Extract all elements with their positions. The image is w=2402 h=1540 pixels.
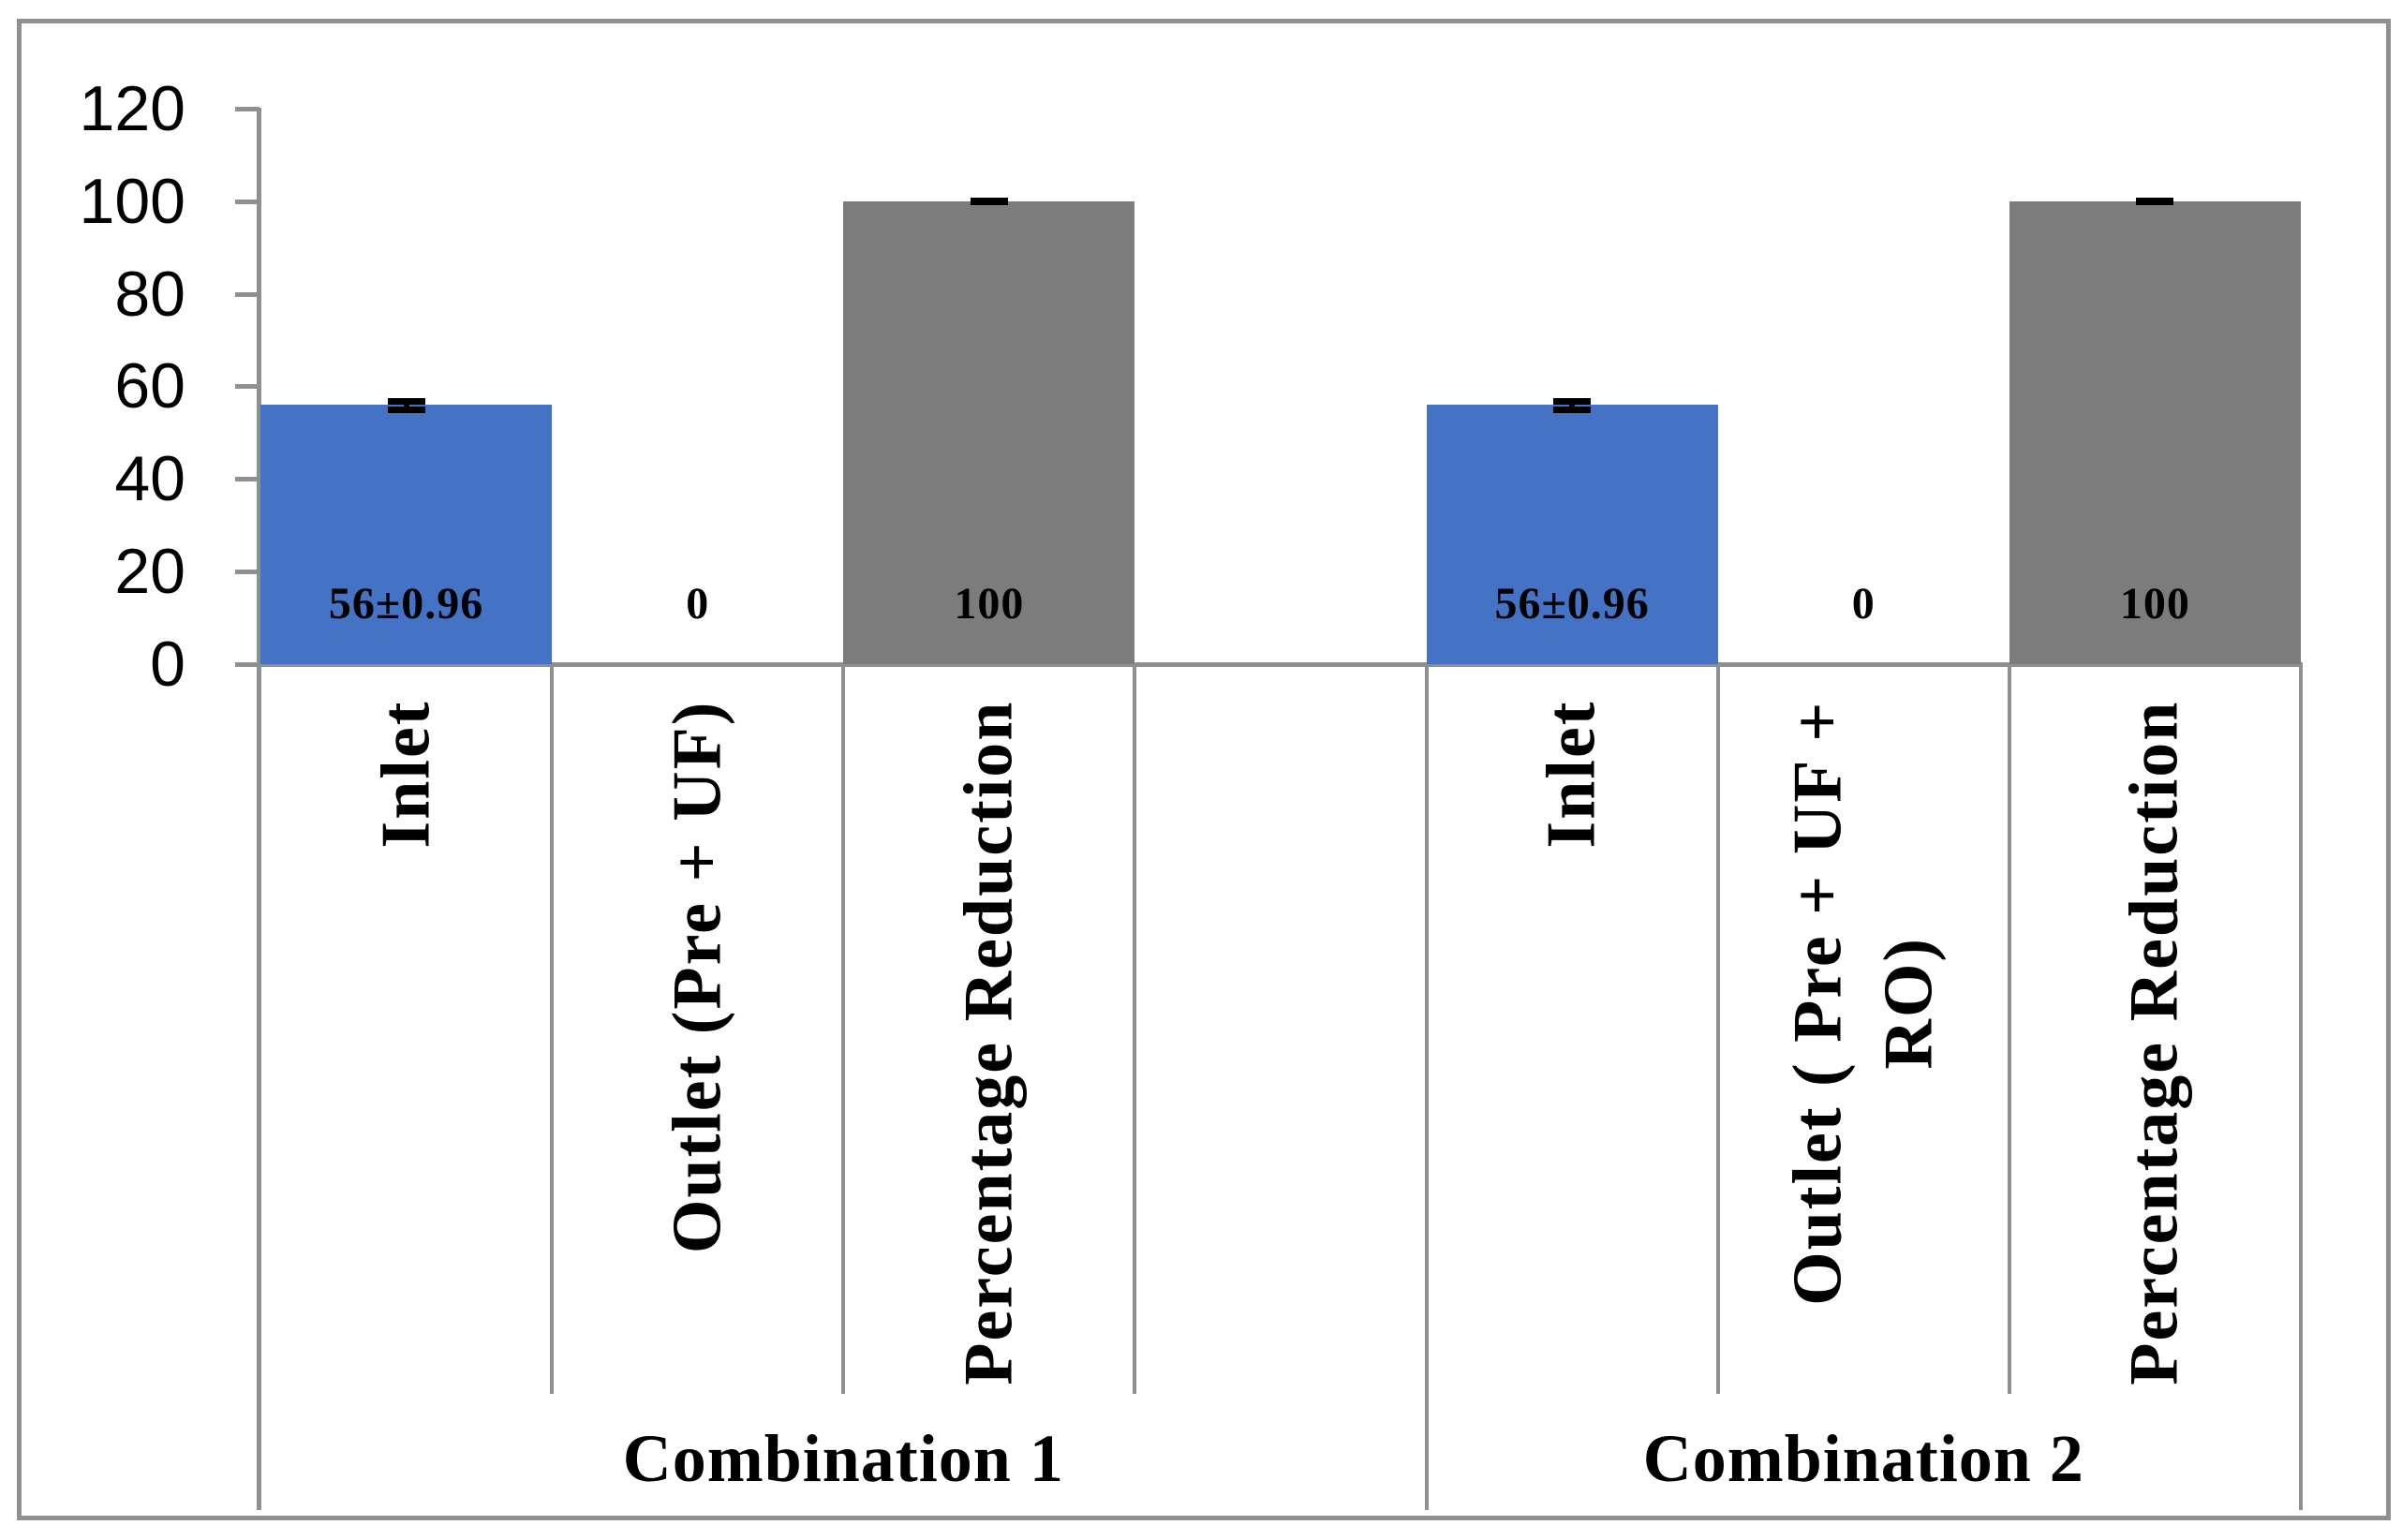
category-label-outlet-pre-uf-ro: Outlet ( Pre + UF + RO) xyxy=(1780,700,1948,1307)
category-separator-line xyxy=(1133,664,1137,1394)
category-label-outlet-pre-uf: Outlet (Pre + UF) xyxy=(659,700,736,1254)
category-separator-line xyxy=(2007,664,2011,1394)
y-axis-tick-label: 80 xyxy=(114,258,185,330)
y-axis-tick xyxy=(235,662,259,667)
y-axis-tick xyxy=(235,291,259,297)
y-axis-tick-label: 60 xyxy=(114,350,185,422)
error-bar-cap-bottom xyxy=(2136,199,2174,206)
error-bar-cap-top xyxy=(387,397,425,405)
y-axis-tick xyxy=(235,384,259,390)
y-axis-tick-label: 120 xyxy=(79,72,185,144)
group-separator-line xyxy=(1424,664,1429,1510)
error-bar-cap-top xyxy=(1553,397,1592,405)
y-axis-tick xyxy=(235,570,259,575)
bar-percentage-reduction-combination-2 xyxy=(2009,200,2301,664)
bar-value-label: 56±0.96 xyxy=(328,579,484,629)
group-separator-line xyxy=(2299,664,2303,1510)
bar-percentage-reduction-combination-1 xyxy=(843,200,1135,664)
bar-value-label: 100 xyxy=(954,579,1025,629)
error-bar-cap-bottom xyxy=(970,199,1008,206)
category-separator-line xyxy=(1715,664,1720,1394)
bar-value-label: 0 xyxy=(686,579,710,629)
group-label-combination-2: Combination 2 xyxy=(1642,1420,2084,1496)
group-label-combination-1: Combination 1 xyxy=(622,1420,1064,1496)
chart-border xyxy=(17,19,2391,1520)
y-axis-tick-label: 0 xyxy=(150,629,185,700)
y-axis-tick-label: 100 xyxy=(79,165,185,237)
error-bar-cap-bottom xyxy=(1553,407,1592,413)
error-bar-stem xyxy=(403,397,409,413)
y-axis-tick-label: 40 xyxy=(114,443,185,515)
category-label-inlet: Inlet xyxy=(367,700,445,849)
y-axis-tick-label: 20 xyxy=(114,536,185,608)
category-label-percentage-reduction: Percentage Reduction xyxy=(2116,700,2194,1386)
bar-inlet-combination-2 xyxy=(1426,405,1718,664)
y-axis-tick xyxy=(235,477,259,482)
category-label-inlet: Inlet xyxy=(1534,700,1611,849)
bar-inlet-combination-1 xyxy=(260,405,553,664)
bar-value-label: 56±0.96 xyxy=(1494,579,1650,629)
category-separator-line xyxy=(550,664,555,1394)
category-separator-line xyxy=(841,664,846,1394)
x-axis-line xyxy=(257,662,2303,667)
error-bar-cap-bottom xyxy=(387,407,425,413)
y-axis-tick xyxy=(235,199,259,204)
bar-value-label: 100 xyxy=(2119,579,2190,629)
y-axis-tick xyxy=(235,106,259,111)
y-axis-line xyxy=(257,108,261,1510)
category-label-percentage-reduction: Percentage Reduction xyxy=(950,700,1028,1386)
error-bar-stem xyxy=(1569,397,1576,413)
bar-value-label: 0 xyxy=(1851,579,1876,629)
